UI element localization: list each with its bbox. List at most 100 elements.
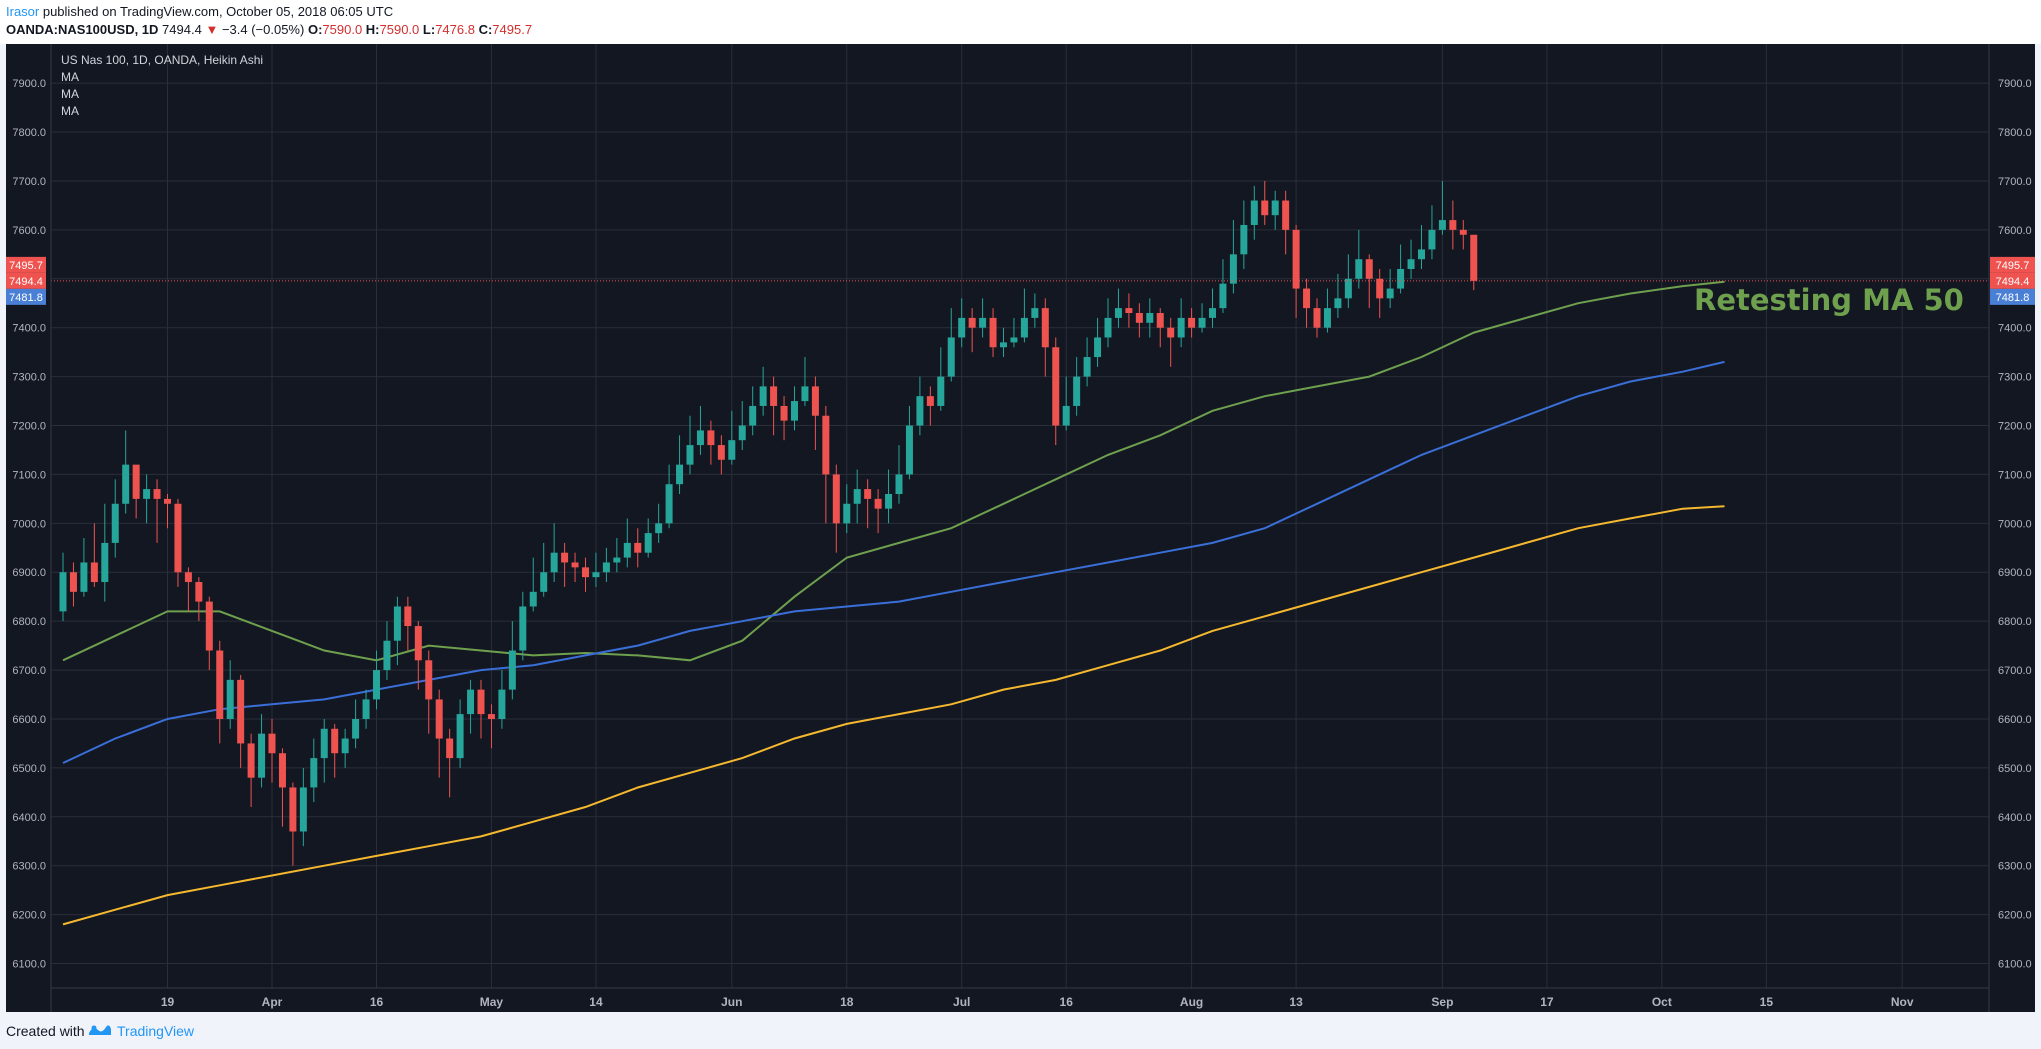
candle xyxy=(1135,303,1143,338)
candle xyxy=(822,405,830,524)
candle-body xyxy=(143,489,151,499)
candle-body xyxy=(101,542,109,583)
candle xyxy=(1282,190,1290,255)
candle xyxy=(770,376,778,436)
candle xyxy=(1020,288,1028,343)
candle xyxy=(1240,200,1248,269)
candle xyxy=(467,679,475,734)
candle-body xyxy=(59,572,67,612)
candle xyxy=(780,396,788,441)
candle-body xyxy=(1407,259,1415,269)
candle xyxy=(174,498,182,587)
candle xyxy=(1250,185,1258,240)
low-label: L: xyxy=(422,22,436,37)
x-tick-label: 13 xyxy=(1289,995,1303,1009)
high-value: 7590.0 xyxy=(379,22,420,37)
candle xyxy=(59,552,67,622)
x-tick-label: Apr xyxy=(262,995,283,1009)
candle-body xyxy=(164,498,171,504)
candle-body xyxy=(623,542,631,558)
y-tick-label-right: 6800.0 xyxy=(1998,616,2032,628)
candle-body xyxy=(1292,229,1300,289)
candle xyxy=(1146,298,1154,338)
candle xyxy=(665,464,673,529)
ma-line xyxy=(62,360,1725,764)
legend-title: US Nas 100, 1D, OANDA, Heikin Ashi xyxy=(61,53,263,67)
candle-body xyxy=(989,317,997,348)
candle-body xyxy=(1250,200,1258,225)
x-axis[interactable]: 19 Apr 16 May 14 Jun 18 Jul 16 Aug 13 Sep 17 Oct 15 Nov xyxy=(161,995,1914,1009)
legend-ma3[interactable]: MA xyxy=(61,104,79,118)
chart-background xyxy=(6,44,2035,1012)
candle-body xyxy=(1188,317,1196,328)
candle xyxy=(1198,303,1206,333)
candle xyxy=(132,464,140,519)
candle xyxy=(362,689,370,729)
candle-body xyxy=(937,376,945,406)
candle xyxy=(895,445,903,504)
candle-body xyxy=(1428,229,1436,250)
x-tick-label: 18 xyxy=(840,995,854,1009)
candle-body xyxy=(1438,220,1446,230)
x-tick-label: Sep xyxy=(1431,995,1453,1009)
candle xyxy=(498,670,506,729)
legend-ma1[interactable]: MA xyxy=(61,70,79,84)
candle-body xyxy=(676,464,684,485)
candle-body xyxy=(425,660,433,700)
candle-body xyxy=(216,650,224,719)
candle-body xyxy=(1020,317,1028,338)
candle xyxy=(791,386,798,431)
candle xyxy=(1334,273,1342,318)
candle xyxy=(864,479,872,529)
candle-body xyxy=(1355,259,1363,279)
candle-body xyxy=(1229,254,1237,284)
x-tick-label: 16 xyxy=(370,995,384,1009)
legend-ma2[interactable]: MA xyxy=(61,87,79,101)
price-tag-right: 7481.8 xyxy=(1990,288,2035,305)
candle xyxy=(1438,180,1446,235)
candle xyxy=(247,733,255,808)
tradingview-link[interactable]: TradingView xyxy=(117,1023,195,1039)
candle-body xyxy=(1031,308,1039,318)
y-tick-label-right: 7100.0 xyxy=(1998,469,2032,481)
candle xyxy=(143,474,151,524)
candle-body xyxy=(278,753,286,788)
candle xyxy=(1428,205,1436,260)
y-tick-label-right: 7800.0 xyxy=(1998,127,2032,139)
candle-body xyxy=(1052,347,1060,426)
candle xyxy=(1365,254,1373,309)
y-tick-label-left: 7400.0 xyxy=(12,323,46,335)
candle-body xyxy=(80,562,88,592)
candle-body xyxy=(770,386,778,406)
y-tick-label-left: 7700.0 xyxy=(12,176,46,188)
price-tag-bg xyxy=(1990,288,2035,305)
candle xyxy=(916,376,924,436)
price-chart[interactable]: 6100.0 6200.0 6300.0 6400.0 6500.0 6600.0 6700… xyxy=(6,44,2035,1012)
candle xyxy=(979,298,987,338)
candle-body xyxy=(456,714,464,759)
y-tick-label-left: 7900.0 xyxy=(12,78,46,90)
candle-body xyxy=(268,733,276,754)
open-value: 7590.0 xyxy=(322,22,363,37)
x-tick-label: 19 xyxy=(161,995,175,1009)
annotation-text[interactable]: Retesting MA 50 xyxy=(1694,283,1964,317)
price-tag-label: 7494.4 xyxy=(9,276,43,288)
candle-body xyxy=(926,396,934,406)
y-tick-label-right: 6100.0 xyxy=(1998,959,2032,971)
candle-body xyxy=(665,484,673,524)
candle xyxy=(320,718,328,783)
author-link[interactable]: Irasor xyxy=(6,4,40,19)
candle xyxy=(947,308,955,382)
y-tick-label-left: 7800.0 xyxy=(12,127,46,139)
candle xyxy=(289,782,297,866)
x-tick-label: 15 xyxy=(1760,995,1774,1009)
symbol-info: OANDA:NAS100USD, 1D 7494.4 ▼ −3.4 (−0.05… xyxy=(6,22,532,37)
candle xyxy=(404,596,412,651)
candle xyxy=(1052,337,1060,446)
candle-body xyxy=(153,489,161,499)
x-tick-label: 14 xyxy=(589,995,603,1009)
last-price: 7494.4 xyxy=(162,22,202,37)
candle-body xyxy=(968,317,976,328)
candle xyxy=(1271,190,1279,230)
candle-body xyxy=(446,738,454,759)
